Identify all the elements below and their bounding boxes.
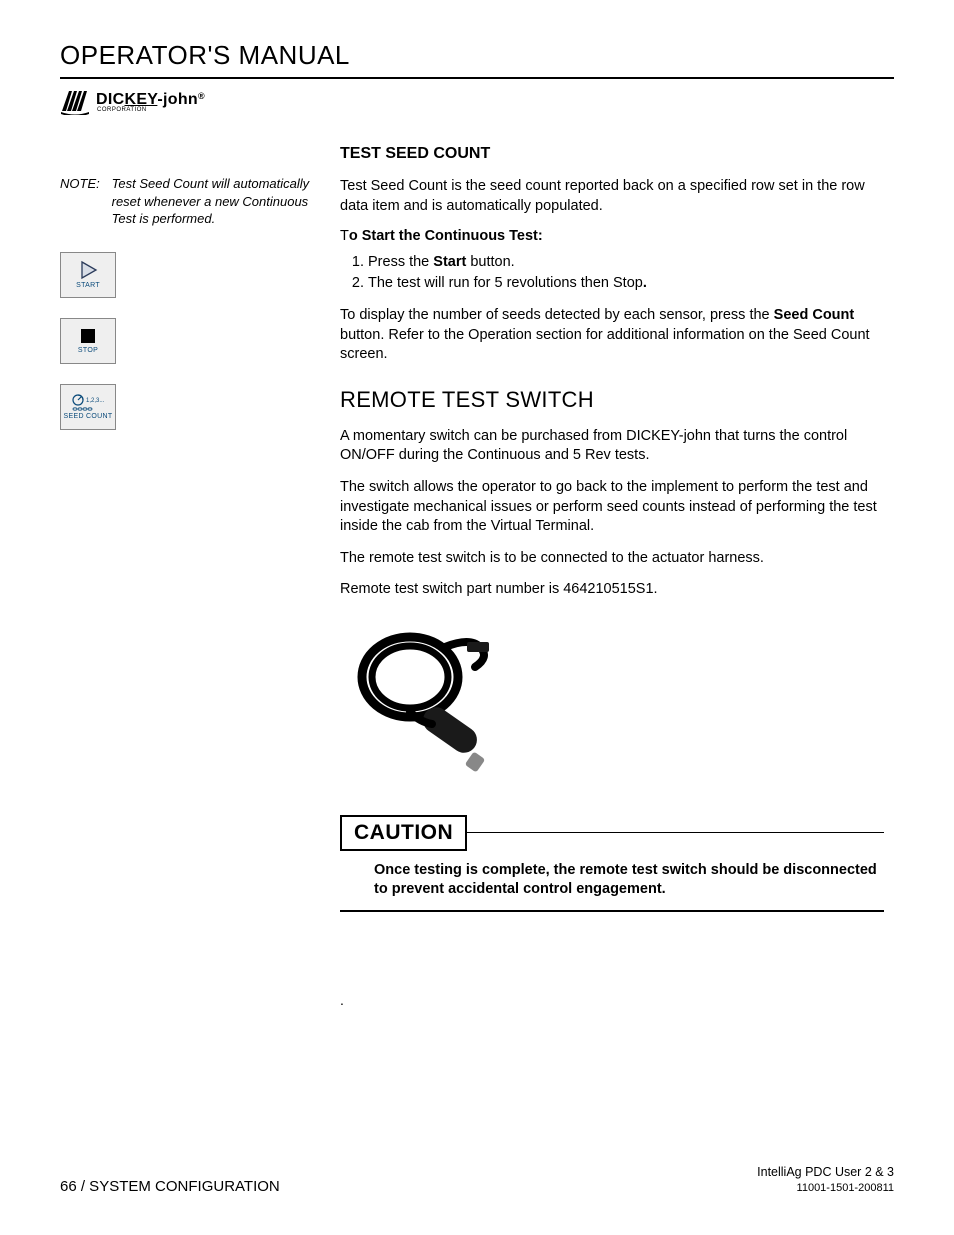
remote-p4: Remote test switch part number is 464210… (340, 580, 884, 600)
stop-icon (79, 327, 97, 345)
caution-text: Once testing is complete, the remote tes… (340, 861, 884, 900)
footer-product: IntelliAg PDC User 2 & 3 (757, 1164, 894, 1180)
wing-icon (60, 89, 90, 115)
remote-p2: The switch allows the operator to go bac… (340, 478, 884, 537)
remote-p3: The remote test switch is to be connecte… (340, 549, 884, 569)
start-continuous-test-heading: To Start the Continuous Test: (340, 228, 884, 244)
start-button-icon: START (60, 252, 116, 298)
seed-count-display: To display the number of seeds detected … (340, 306, 884, 365)
page-footer: 66 / SYSTEM CONFIGURATION IntelliAg PDC … (60, 1164, 894, 1195)
seed-count-icon: 1,2,3... (70, 393, 106, 411)
start-label: START (76, 282, 100, 289)
footer-left: 66 / SYSTEM CONFIGURATION (60, 1178, 280, 1195)
test-seed-count-heading: TEST SEED COUNT (340, 145, 884, 163)
step-2: The test will run for 5 revolutions then… (368, 273, 884, 294)
step-1: Press the Start button. (368, 252, 884, 273)
header-rule (60, 77, 894, 79)
remote-p1: A momentary switch can be purchased from… (340, 427, 884, 466)
brand-logo: DICKEY-john® CORPORATION (60, 89, 894, 115)
content-area: NOTE: Test Seed Count will automatically… (60, 145, 894, 1008)
page-header: OPERATOR'S MANUAL DICKEY-john® CORPORATI… (60, 40, 894, 115)
remote-switch-image (340, 622, 510, 792)
footer-docnum: 11001-1501-200811 (757, 1181, 894, 1195)
manual-title: OPERATOR'S MANUAL (60, 40, 894, 71)
caution-header: CAUTION (340, 815, 884, 851)
brand-text: DICKEY-john® CORPORATION (96, 91, 205, 113)
test-seed-count-intro: Test Seed Count is the seed count report… (340, 177, 884, 216)
seed-count-label: SEED COUNT (64, 413, 113, 420)
footer-right: IntelliAg PDC User 2 & 3 11001-1501-2008… (757, 1164, 894, 1195)
stop-label: STOP (78, 347, 98, 354)
play-icon (78, 260, 98, 280)
caution-bottom-rule (340, 910, 884, 912)
stray-period: . (340, 992, 884, 1008)
remote-test-switch-heading: REMOTE TEST SWITCH (340, 387, 884, 413)
caution-label: CAUTION (340, 815, 467, 851)
note-label: NOTE: (60, 175, 108, 193)
note-block: NOTE: Test Seed Count will automatically… (60, 175, 320, 228)
sidebar: NOTE: Test Seed Count will automatically… (60, 145, 320, 1008)
caution-rule (467, 832, 884, 833)
svg-text:1,2,3...: 1,2,3... (86, 398, 105, 404)
seed-count-button-icon: 1,2,3... SEED COUNT (60, 384, 116, 430)
start-continuous-test-steps: Press the Start button. The test will ru… (368, 252, 884, 294)
note-body: Test Seed Count will automatically reset… (112, 175, 312, 228)
main-content: TEST SEED COUNT Test Seed Count is the s… (340, 145, 894, 1008)
stop-button-icon: STOP (60, 318, 116, 364)
